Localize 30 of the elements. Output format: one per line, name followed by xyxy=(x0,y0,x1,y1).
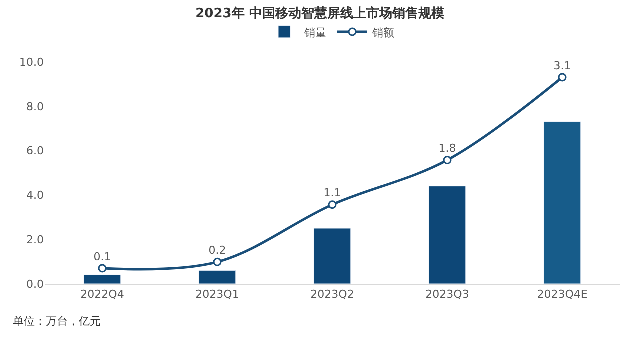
y-tick-label: 10.0 xyxy=(20,56,44,69)
x-tick-label: 2023Q3 xyxy=(426,288,470,302)
data-label: 0.2 xyxy=(208,244,226,258)
legend-label: 销量 xyxy=(304,26,326,40)
y-tick-label: 8.0 xyxy=(26,100,44,114)
point xyxy=(443,156,452,165)
point xyxy=(328,200,337,210)
y-tick-label: 0.0 xyxy=(26,278,44,291)
y-tick-label: 4.0 xyxy=(26,189,44,202)
text: 单位：万台，亿元 xyxy=(13,315,101,328)
bar xyxy=(198,270,236,284)
y-tick-label: 6.0 xyxy=(26,144,44,158)
data-label: 1.8 xyxy=(438,142,456,156)
x-tick-label: 2023Q1 xyxy=(196,288,240,302)
y-tick-label: 2.0 xyxy=(26,233,44,246)
x-tick-label: 2023Q4E xyxy=(537,288,588,302)
x-tick-label: 2023Q2 xyxy=(310,288,354,302)
data-label: 1.1 xyxy=(324,186,342,200)
bar xyxy=(84,274,122,284)
bar xyxy=(314,228,352,284)
point xyxy=(558,73,567,82)
data-label: 0.1 xyxy=(94,250,112,264)
point xyxy=(213,258,222,266)
chart-title: 2023年 中国移动智慧屏线上市场销售规模 xyxy=(196,6,444,22)
data-label: 3.1 xyxy=(554,59,572,72)
bar xyxy=(544,122,582,284)
point xyxy=(98,264,107,273)
x-tick-label: 2022Q4 xyxy=(80,288,124,302)
bar xyxy=(428,186,466,284)
legend-label: 销额 xyxy=(372,26,394,40)
